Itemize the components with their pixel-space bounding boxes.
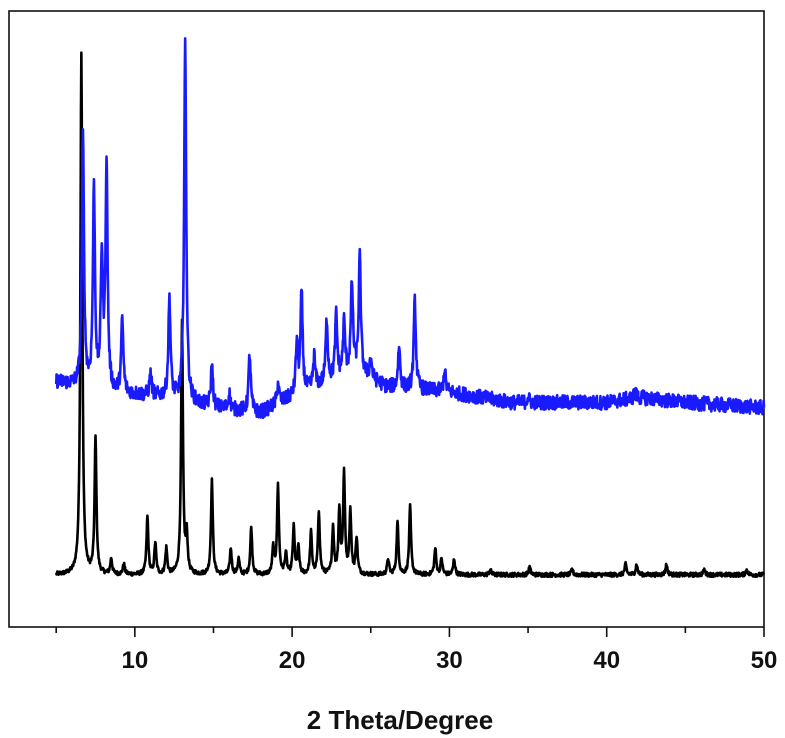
x-tick-label: 10 <box>121 647 148 674</box>
x-axis-title: 2 Theta/Degree <box>307 705 493 735</box>
x-tick-label: 20 <box>279 647 306 674</box>
x-tick-label: 40 <box>593 647 620 674</box>
x-tick-labels: 10 20 30 40 50 <box>121 647 777 674</box>
series-layer <box>54 37 766 579</box>
x-tick-label: 50 <box>751 647 778 674</box>
series-line-black <box>54 51 766 579</box>
x-axis: 10 20 30 40 50 <box>55 627 777 674</box>
x-tick-label: 30 <box>436 647 463 674</box>
plot-area <box>8 10 766 628</box>
x-ticks <box>55 627 765 637</box>
plot-frame <box>8 10 765 628</box>
series-line-blue <box>54 37 766 420</box>
